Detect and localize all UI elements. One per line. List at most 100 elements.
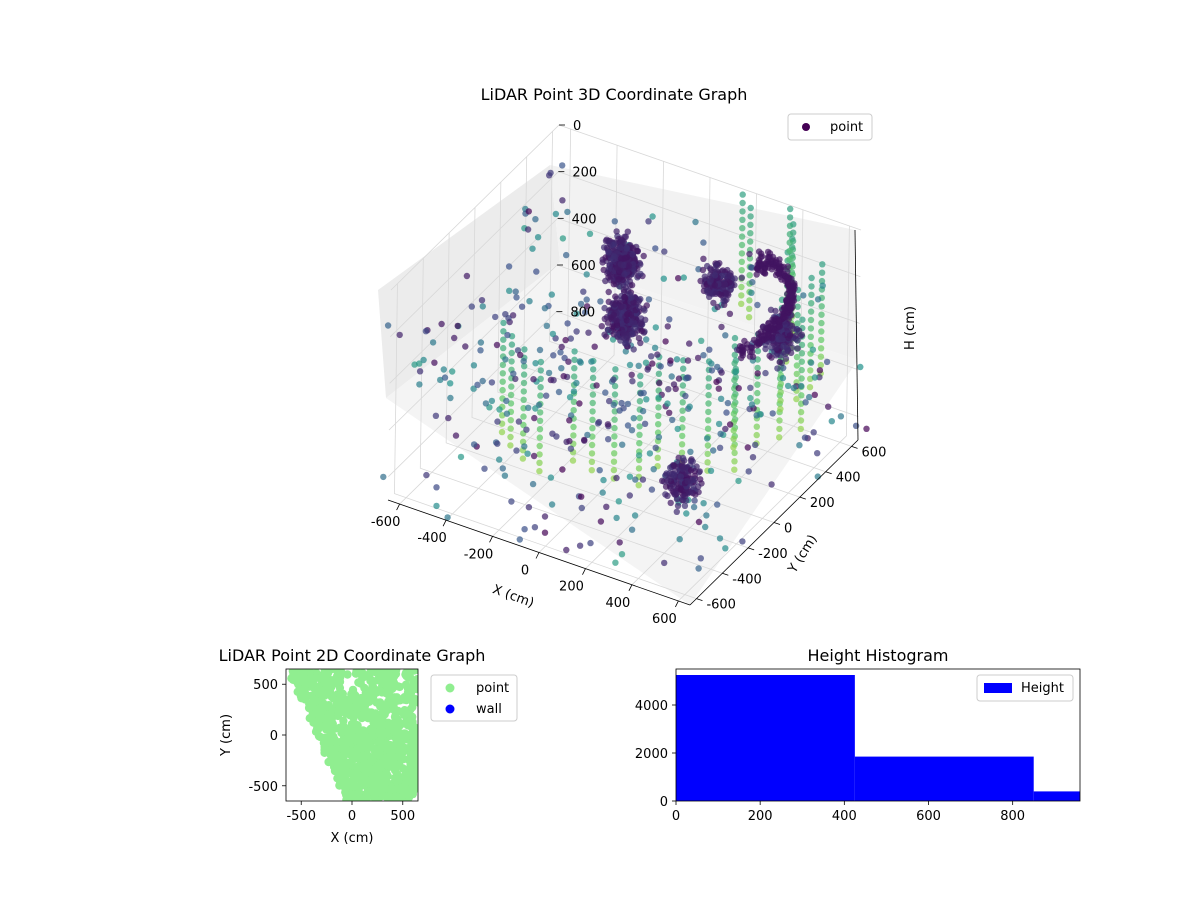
point-3d [655, 404, 662, 411]
point-3d [610, 311, 617, 319]
point-3d [631, 324, 638, 332]
point-3d [521, 443, 528, 450]
point-3d [731, 393, 738, 401]
point-3d [655, 394, 662, 401]
point-3d [615, 276, 622, 283]
point-3d [655, 412, 662, 419]
point-3d [672, 385, 679, 393]
grid-line-y [497, 182, 800, 498]
point-2d [347, 735, 357, 744]
point-3d [588, 441, 596, 449]
point-3d [700, 500, 707, 507]
point-3d [798, 366, 805, 374]
point-3d [731, 360, 738, 367]
point-3d [558, 343, 565, 351]
point-3d [543, 392, 550, 399]
point-3d [517, 351, 524, 359]
legend-2d-marker-point [445, 683, 455, 693]
point-3d [730, 410, 738, 417]
point-3d [754, 389, 761, 397]
point-3d [529, 245, 536, 252]
point-3d [520, 371, 528, 378]
point-2d [410, 694, 418, 704]
point-3d [644, 366, 651, 373]
point-3d [687, 448, 694, 455]
point-3d [557, 349, 564, 356]
point-3d [739, 191, 746, 198]
point-3d [690, 503, 698, 511]
point-3d [638, 327, 645, 334]
y-tick-mark-3d [722, 572, 729, 576]
point-3d [711, 281, 718, 289]
point-2d [376, 718, 385, 727]
point-3d [788, 284, 795, 291]
point-3d [783, 296, 791, 304]
point-3d [784, 382, 792, 390]
point-3d [636, 431, 643, 438]
point-3d [500, 336, 507, 343]
point-3d [777, 380, 784, 387]
point-3d [589, 374, 597, 381]
point-3d [507, 400, 515, 407]
point-3d [493, 341, 501, 349]
point-3d [818, 336, 825, 344]
point-3d [626, 492, 633, 499]
point-3d [775, 318, 783, 325]
point-3d [662, 483, 670, 490]
point-2d [364, 759, 374, 768]
point-2d [322, 685, 332, 694]
point-2d [288, 675, 298, 684]
point-3d [746, 297, 753, 304]
point-3d [457, 453, 465, 461]
point-3d [629, 251, 636, 258]
point-3d [640, 252, 647, 260]
point-3d [652, 245, 659, 252]
point-3d [797, 417, 805, 424]
point-3d [606, 397, 613, 405]
point-3d [541, 513, 549, 520]
point-3d [589, 416, 596, 423]
point-3d [629, 378, 636, 385]
point-2d [368, 743, 377, 753]
point-3d [396, 331, 403, 339]
point-2d [333, 700, 342, 709]
point-3d [714, 363, 721, 371]
y-tick-mark-3d [773, 522, 781, 525]
point-3d [570, 432, 577, 439]
point-3d [510, 370, 517, 377]
point-2d [379, 705, 388, 714]
point-2d [364, 708, 373, 717]
scatter3d-title: LiDAR Point 3D Coordinate Graph [481, 85, 748, 104]
point-2d [366, 669, 375, 676]
point-3d [738, 267, 745, 274]
point-3d [576, 542, 584, 549]
point-3d [794, 320, 801, 327]
point-3d [441, 374, 449, 381]
point-3d [512, 375, 519, 383]
point-3d [635, 452, 643, 459]
legend-3d: point [787, 113, 873, 141]
hist-y-tick-label: 0 [660, 795, 668, 810]
point-3d [589, 391, 597, 398]
point-3d [604, 319, 612, 326]
point-3d [570, 388, 578, 395]
point-3d [863, 425, 870, 432]
point-3d [776, 434, 783, 441]
point-3d [628, 318, 635, 325]
y-tick-label-3d: 0 [784, 522, 792, 537]
point-3d [704, 442, 712, 449]
point-2d [312, 696, 321, 706]
x-tick-label-3d: -400 [417, 531, 447, 546]
point-3d [604, 421, 612, 428]
point-3d [508, 358, 515, 365]
point-3d [636, 414, 643, 422]
point-3d [589, 399, 596, 407]
point-3d [786, 332, 794, 339]
point-3d [795, 327, 803, 334]
point-3d [780, 342, 787, 350]
point-2d [405, 756, 414, 765]
point-3d [576, 358, 583, 365]
point-3d [607, 273, 614, 280]
point-3d [772, 344, 779, 351]
point-3d [609, 336, 617, 343]
